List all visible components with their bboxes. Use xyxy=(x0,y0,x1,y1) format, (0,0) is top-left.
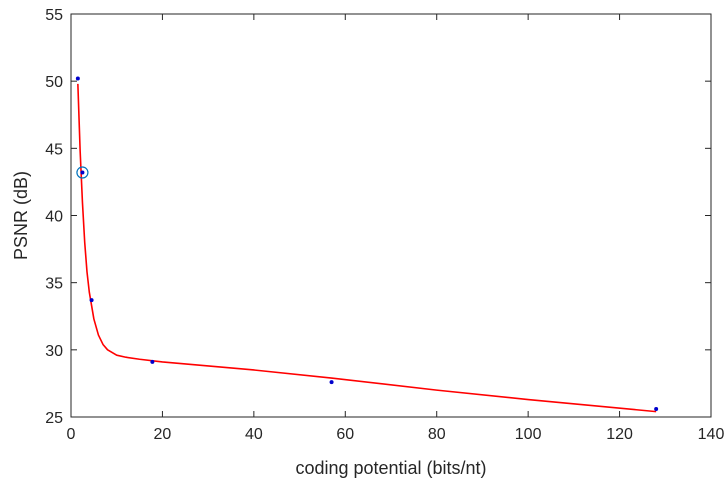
data-point xyxy=(80,170,85,175)
highlight-marker xyxy=(76,166,89,179)
fit-curve xyxy=(77,83,657,413)
data-point xyxy=(75,76,80,81)
y-tick-label: 45 xyxy=(45,141,63,158)
series-layer xyxy=(75,76,659,413)
x-tick-label: 80 xyxy=(428,426,446,443)
y-axis-label: PSNR (dB) xyxy=(11,171,31,260)
x-axis: 0 20 40 60 80 100 120 140 xyxy=(67,14,725,443)
y-tick-label: 30 xyxy=(45,343,63,360)
plot-frame xyxy=(70,13,712,418)
x-tick-label: 100 xyxy=(515,426,542,443)
data-point xyxy=(329,380,334,385)
plot-area xyxy=(70,13,712,418)
x-axis-label: coding potential (bits/nt) xyxy=(295,458,486,478)
x-tick-label: 120 xyxy=(606,426,633,443)
x-tick-label: 20 xyxy=(154,426,172,443)
x-tick-label: 140 xyxy=(698,426,725,443)
y-tick-label: 35 xyxy=(45,276,63,293)
y-tick-label: 55 xyxy=(45,7,63,24)
x-tick-label: 0 xyxy=(67,426,76,443)
x-tick-label: 60 xyxy=(336,426,354,443)
y-tick-label: 50 xyxy=(45,74,63,91)
y-tick-label: 40 xyxy=(45,209,63,226)
data-point xyxy=(89,298,94,303)
y-tick-label: 25 xyxy=(45,410,63,427)
x-tick-label: 40 xyxy=(245,426,263,443)
data-point xyxy=(150,359,155,364)
data-point xyxy=(654,406,659,411)
y-axis: 25 30 35 40 45 50 55 xyxy=(45,7,711,427)
